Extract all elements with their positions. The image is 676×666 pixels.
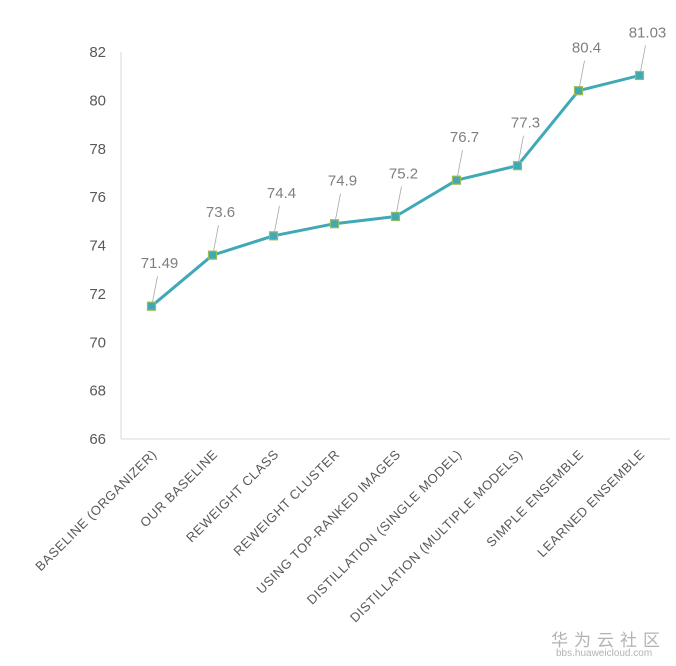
y-tick-label: 80: [89, 92, 106, 109]
data-label: 76.7: [450, 129, 479, 146]
y-tick-label: 78: [89, 141, 106, 158]
data-label: 77.3: [511, 115, 540, 132]
x-category-label: REWEIGHT CLUSTER: [230, 447, 342, 559]
series-line: [150, 74, 641, 308]
watermark-url: bbs.huaweicloud.com: [556, 648, 653, 659]
x-category-label: BASELINE (ORGANIZER): [32, 447, 159, 574]
data-label: 71.49: [141, 255, 179, 272]
data-labels: 71.49 73.6 74.4 74.9 75.2 76.7 77.3 80.4 81.03: [141, 24, 667, 272]
data-label-leader-line: [335, 193, 341, 220]
data-label-leader-line: [518, 135, 524, 162]
y-tick-label: 68: [89, 383, 106, 400]
data-label: 81.03: [629, 24, 667, 41]
data-label-leader-line: [579, 60, 585, 87]
y-tick-label: 72: [89, 286, 106, 303]
data-point-marker: [390, 211, 401, 222]
y-tick-label: 76: [89, 189, 106, 206]
data-label: 80.4: [572, 40, 601, 57]
chart-axes: [120, 52, 670, 440]
data-label-leader-lines: [152, 45, 646, 303]
data-point-marker: [268, 231, 279, 241]
data-label: 74.4: [267, 185, 296, 202]
data-point-marker: [329, 219, 340, 229]
y-tick-label: 82: [89, 44, 106, 61]
data-label-leader-line: [640, 45, 646, 72]
data-label-leader-line: [457, 150, 463, 177]
y-tick-label: 66: [89, 431, 106, 448]
data-point-marker: [634, 70, 645, 81]
x-category-label: LEARNED ENSEMBLE: [534, 447, 647, 560]
data-label: 73.6: [206, 204, 235, 221]
data-label-leader-line: [152, 276, 158, 303]
watermark-title: 华为云社区: [551, 631, 666, 651]
data-point-marker: [207, 250, 218, 260]
data-label-leader-line: [213, 225, 219, 252]
data-markers: [146, 70, 645, 311]
data-point-marker: [512, 161, 523, 171]
y-tick-label: 74: [89, 238, 106, 255]
data-point-marker: [573, 86, 584, 96]
data-point-marker: [451, 175, 462, 185]
data-point-marker: [146, 301, 157, 311]
data-label-leader-line: [274, 205, 280, 232]
x-axis-category-labels: BASELINE (ORGANIZER)OUR BASELINEREWEIGHT…: [32, 447, 647, 626]
y-tick-label: 70: [89, 334, 106, 351]
data-label-leader-line: [396, 186, 402, 213]
data-label: 74.9: [328, 173, 357, 190]
series-line-group: [150, 74, 641, 308]
y-axis-ticks: 66 68 70 72 74 76 78 80 82: [89, 44, 106, 448]
data-label: 75.2: [389, 165, 418, 182]
